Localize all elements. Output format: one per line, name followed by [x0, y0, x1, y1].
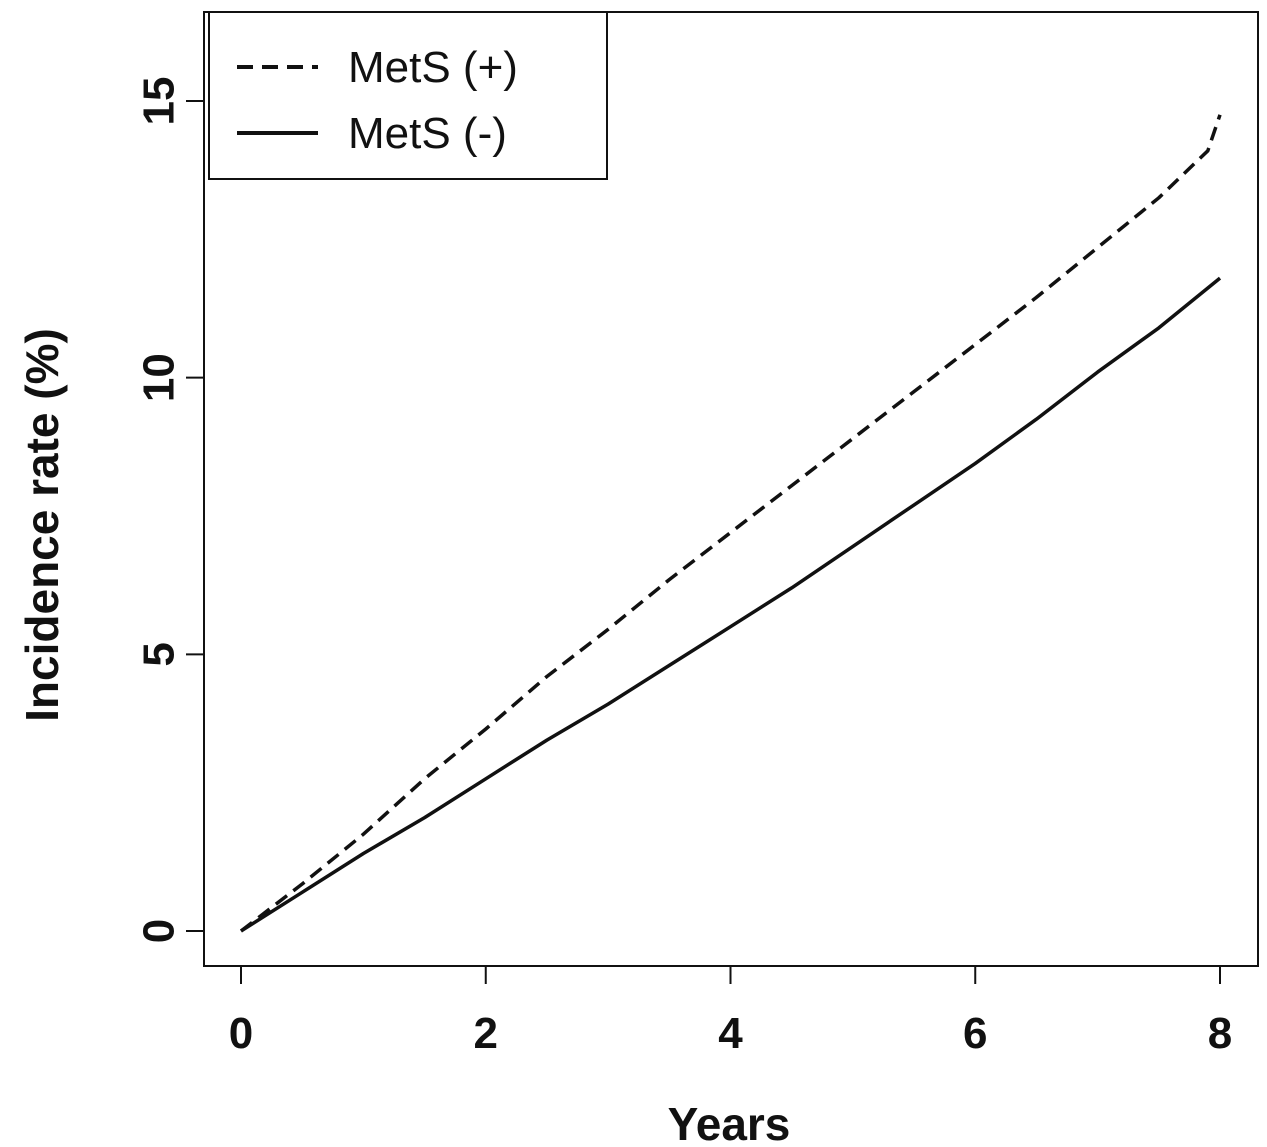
x-tick-label: 4 [718, 1009, 743, 1058]
y-axis-title: Incidence rate (%) [16, 328, 68, 722]
x-tick-label: 2 [474, 1009, 498, 1058]
y-tick-label: 10 [134, 353, 183, 402]
x-axis-ticks: 0 2 4 6 8 [229, 966, 1232, 1058]
series-line-mets-plus [239, 114, 1222, 933]
legend: MetS (+) MetS (-) [208, 11, 608, 180]
x-tick-label: 0 [229, 1009, 253, 1058]
series-layer [239, 114, 1222, 933]
legend-label-mets-plus: MetS (+) [348, 43, 518, 92]
y-axis-ticks: 0 5 10 15 [134, 77, 204, 943]
x-tick-label: 6 [963, 1009, 987, 1058]
x-axis-title: Years [668, 1098, 791, 1147]
y-tick-label: 15 [134, 77, 183, 126]
legend-box [208, 11, 608, 180]
legend-label-mets-minus: MetS (-) [348, 109, 507, 158]
series-line-mets-minus [240, 276, 1222, 933]
y-tick-label: 0 [134, 919, 183, 943]
x-tick-label: 8 [1208, 1009, 1232, 1058]
y-tick-label: 5 [134, 642, 183, 666]
